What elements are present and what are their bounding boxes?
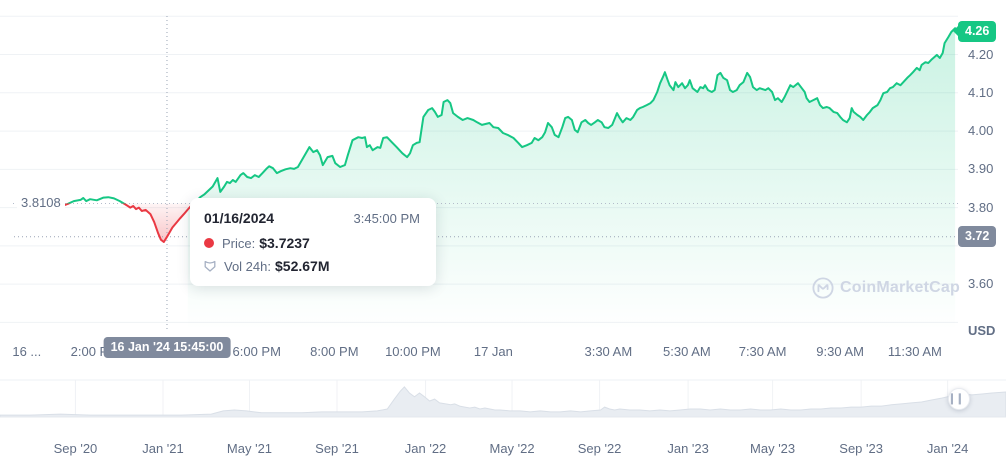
price-line-up: [66, 27, 957, 204]
tooltip-volume-row: Vol 24h: $52.67M: [204, 258, 420, 274]
y-axis-tick: 4.00: [968, 123, 994, 139]
tooltip-volume-value: $52.67M: [275, 258, 330, 274]
timeline-tick: Jan '21: [142, 441, 184, 456]
x-axis-tick: 9:30 AM: [816, 344, 865, 359]
y-axis-tick: 4.20: [968, 46, 994, 62]
timeline-tick: May '21: [226, 441, 273, 456]
timeline-brush[interactable]: [0, 378, 1006, 420]
timeline-tick: Jan '23: [667, 441, 709, 456]
y-axis-tick: 4.10: [968, 84, 994, 100]
tooltip-date: 01/16/2024: [204, 210, 275, 226]
tooltip-time: 3:45:00 PM: [353, 211, 421, 226]
timeline-tick: May '22: [489, 441, 535, 456]
timeline-tick: Sep '20: [53, 441, 98, 456]
x-axis-tick: 17 Jan: [473, 344, 513, 359]
timeline-tick: Sep '21: [315, 441, 359, 456]
tooltip-price-row: Price: $3.7237: [204, 235, 420, 251]
volume-brush-area: [0, 386, 1006, 418]
previous-close-label: 3.8108: [17, 194, 65, 213]
x-axis-tick: 5:30 AM: [663, 344, 711, 359]
brush-handle-grip-icon: ▎▎: [951, 393, 967, 404]
timeline-tick: Sep '23: [839, 441, 883, 456]
x-axis-tick: 16 ...: [12, 344, 42, 359]
coinmarketcap-logo-icon: [812, 277, 834, 299]
price-area-down: [125, 203, 194, 242]
x-axis-tick: 8:00 PM: [310, 344, 359, 359]
x-axis-tick: 11:30 AM: [887, 344, 942, 359]
latest-price-badge: 4.26: [952, 20, 997, 42]
tooltip-price-label: Price:: [222, 235, 256, 251]
timeline-tick: Jan '22: [404, 441, 447, 456]
hover-price-badge: 3.72: [958, 225, 997, 247]
y-axis-tick: 3.90: [968, 161, 994, 177]
watermark-text: CoinMarketCap: [840, 279, 960, 296]
currency-unit-label: USD: [968, 323, 996, 338]
volume-shield-icon: [204, 260, 216, 272]
tooltip-volume-label: Vol 24h:: [224, 258, 271, 274]
timeline-tick: Sep '22: [577, 441, 622, 456]
tooltip-price-value: $3.7237: [259, 235, 310, 251]
price-series-dot-icon: [204, 238, 214, 248]
x-axis-tick: 6:00 PM: [232, 344, 281, 359]
brush-handle[interactable]: ▎▎: [948, 388, 970, 410]
chart-tooltip: 01/16/2024 3:45:00 PM Price: $3.7237 Vol…: [190, 198, 436, 286]
timeline-tick: May '23: [750, 441, 796, 456]
x-axis-tick: 7:30 AM: [738, 344, 787, 359]
coinmarketcap-watermark: CoinMarketCap: [812, 277, 960, 299]
x-axis-tick: 10:00 PM: [385, 344, 441, 359]
y-axis-tick: 3.60: [968, 276, 994, 292]
timeline-tick: Jan '24: [926, 441, 969, 456]
hover-time-badge: 16 Jan '24 15:45:00: [103, 337, 231, 358]
x-axis-tick: 3:30 AM: [584, 344, 633, 359]
y-axis-tick: 3.80: [968, 199, 994, 215]
